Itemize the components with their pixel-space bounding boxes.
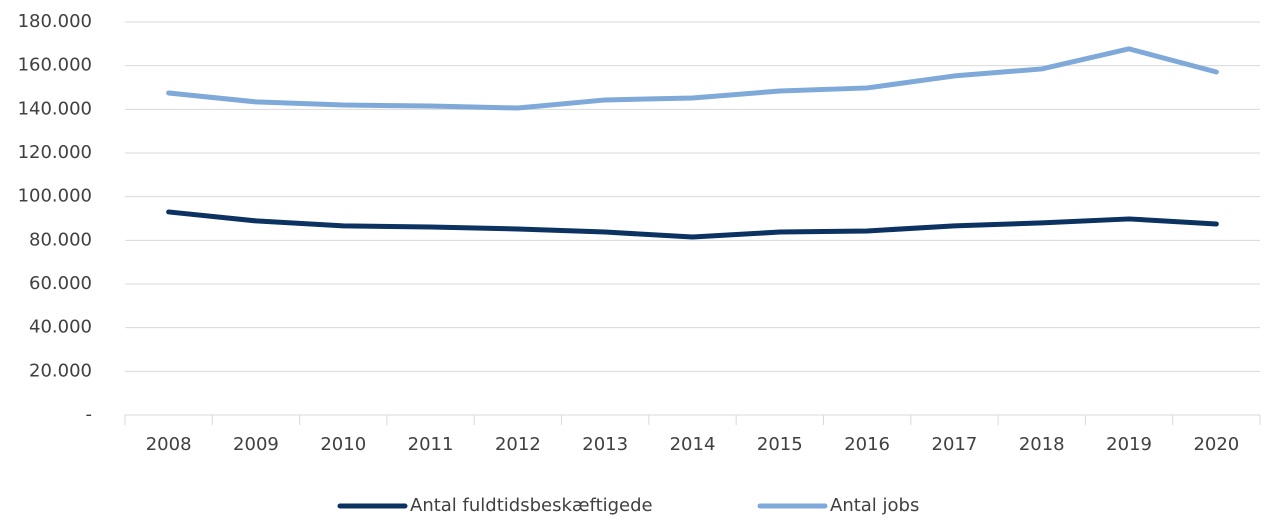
data-line <box>166 209 1219 240</box>
y-tick-label: 60.000 <box>29 273 92 294</box>
x-tick-label: 2010 <box>320 434 366 455</box>
legend-label: Antal jobs <box>830 495 919 516</box>
y-tick-label: 180.000 <box>18 11 92 32</box>
x-tick-label: 2008 <box>146 434 192 455</box>
y-tick-label: 160.000 <box>18 55 92 76</box>
legend-label: Antal fuldtidsbeskæftigede <box>410 495 653 516</box>
y-tick-label: - <box>86 404 93 425</box>
y-tick-label: 100.000 <box>18 186 92 207</box>
x-tick-label: 2015 <box>757 434 803 455</box>
x-tick-label: 2017 <box>932 434 978 455</box>
y-tick-label: 80.000 <box>29 229 92 250</box>
x-tick-label: 2013 <box>582 434 628 455</box>
data-line <box>166 46 1219 111</box>
y-tick-label: 20.000 <box>29 360 92 381</box>
x-tick-label: 2018 <box>1019 434 1065 455</box>
y-tick-label: 140.000 <box>18 98 92 119</box>
x-tick-label: 2014 <box>670 434 716 455</box>
x-tick-label: 2020 <box>1193 434 1239 455</box>
x-tick-label: 2019 <box>1106 434 1152 455</box>
x-tick-label: 2012 <box>495 434 541 455</box>
x-tick-label: 2011 <box>408 434 454 455</box>
y-tick-label: 40.000 <box>29 317 92 338</box>
y-tick-label: 120.000 <box>18 142 92 163</box>
x-tick-label: 2016 <box>844 434 890 455</box>
x-tick-label: 2009 <box>233 434 279 455</box>
